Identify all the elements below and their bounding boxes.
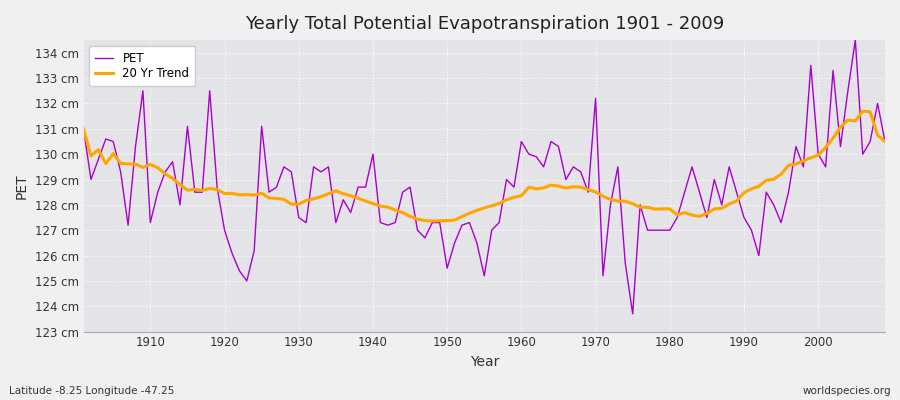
20 Yr Trend: [138, 165, 148, 170]
20 Yr Trend: [858, 109, 868, 114]
PET: [346, 210, 356, 215]
Y-axis label: PET: PET: [15, 173, 29, 199]
20 Yr Trend: [524, 185, 535, 190]
20 Yr Trend: [516, 193, 526, 198]
20 Yr Trend: [612, 199, 623, 204]
20 Yr Trend: [78, 126, 89, 131]
20 Yr Trend: [301, 198, 311, 203]
20 Yr Trend: [427, 219, 437, 224]
PET: [508, 185, 519, 190]
PET: [78, 126, 89, 131]
20 Yr Trend: [879, 139, 890, 144]
PET: [879, 139, 890, 144]
PET: [605, 202, 616, 207]
Text: worldspecies.org: worldspecies.org: [803, 386, 891, 396]
20 Yr Trend: [346, 193, 356, 198]
Line: 20 Yr Trend: 20 Yr Trend: [84, 111, 885, 221]
Title: Yearly Total Potential Evapotranspiration 1901 - 2009: Yearly Total Potential Evapotranspiratio…: [245, 15, 724, 33]
Text: Latitude -8.25 Longitude -47.25: Latitude -8.25 Longitude -47.25: [9, 386, 175, 396]
PET: [138, 88, 148, 93]
Legend: PET, 20 Yr Trend: PET, 20 Yr Trend: [89, 46, 195, 86]
PET: [301, 220, 311, 225]
PET: [850, 38, 860, 42]
PET: [627, 312, 638, 316]
X-axis label: Year: Year: [470, 355, 499, 369]
Line: PET: PET: [84, 40, 885, 314]
PET: [516, 139, 526, 144]
